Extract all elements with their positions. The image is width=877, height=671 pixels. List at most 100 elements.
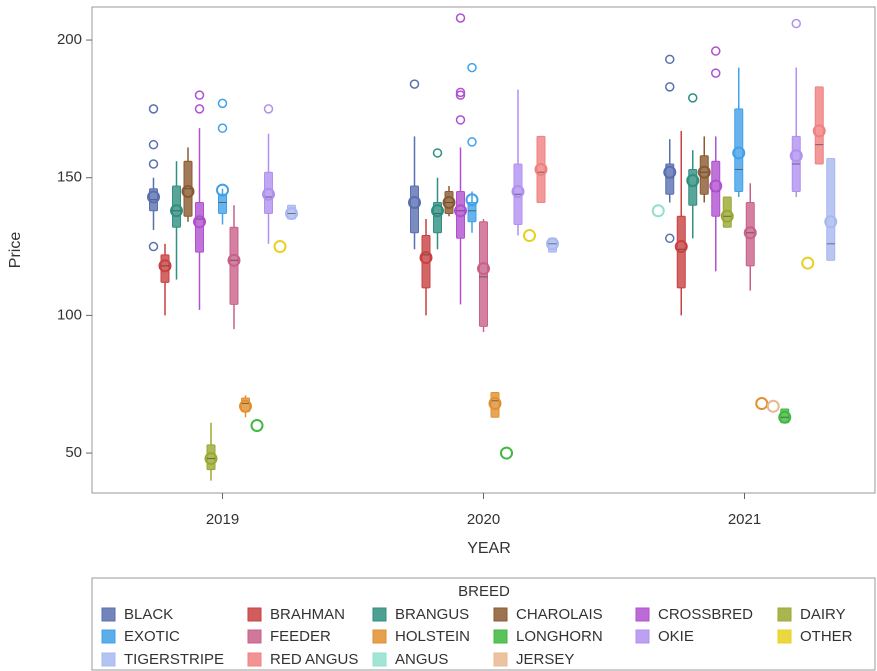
outlier: [194, 104, 205, 114]
box: [699, 155, 709, 195]
outlier: [467, 137, 477, 147]
legend-label: FEEDER: [270, 628, 331, 645]
legend-swatch: [777, 607, 792, 622]
outlier: [791, 18, 801, 29]
box: [688, 168, 698, 206]
mean: [239, 399, 252, 413]
box: [745, 202, 755, 267]
y-axis-label: Price: [7, 232, 24, 269]
legend-title: BREED: [458, 583, 510, 600]
mean: [500, 446, 513, 460]
mean: [801, 256, 815, 270]
mean: [663, 165, 677, 179]
outlier: [665, 233, 675, 244]
legend-label: OKIE: [658, 628, 694, 645]
legend-label: CROSSBRED: [658, 606, 753, 623]
legend-swatch: [372, 629, 387, 644]
mean: [546, 237, 559, 251]
outlier: [217, 98, 228, 109]
legend-swatch: [247, 607, 262, 622]
mean: [262, 187, 275, 201]
outlier: [194, 90, 205, 100]
legend-swatch: [635, 629, 650, 644]
legend-frame: [91, 577, 876, 671]
outlier: [665, 82, 675, 92]
mean: [285, 207, 298, 221]
mean: [709, 179, 723, 193]
legend-label: BLACK: [124, 606, 173, 623]
mean: [686, 173, 700, 187]
legend-swatch: [777, 629, 792, 644]
mean: [755, 397, 769, 411]
mean: [158, 259, 172, 273]
mean: [419, 251, 433, 265]
legend-swatch: [101, 652, 116, 667]
mean: [651, 204, 665, 218]
mean: [408, 196, 421, 210]
legend-label: CHAROLAIS: [516, 606, 603, 623]
box: [536, 135, 546, 204]
mean: [488, 397, 502, 411]
legend-label: TIGERSTRIPE: [124, 651, 224, 668]
box: [218, 193, 227, 215]
mean: [250, 419, 264, 433]
mean: [465, 193, 479, 207]
outlier: [148, 139, 159, 150]
legend-swatch: [493, 629, 508, 644]
legend-swatch: [101, 629, 116, 644]
mean: [193, 215, 206, 229]
legend-swatch: [247, 629, 262, 644]
legend-swatch: [372, 607, 387, 622]
y-tick-label: 50: [65, 444, 82, 461]
outlier: [455, 90, 466, 100]
box: [206, 444, 216, 471]
outlier: [148, 241, 159, 252]
legend-swatch: [372, 652, 387, 667]
mean: [789, 149, 803, 163]
outlier: [665, 54, 675, 65]
outlier: [148, 159, 159, 169]
legend-swatch: [493, 652, 508, 667]
mean: [523, 229, 536, 243]
legend-label: JERSEY: [516, 651, 574, 668]
box: [467, 202, 477, 223]
mean: [534, 162, 548, 176]
outlier: [688, 93, 698, 103]
legend-swatch: [101, 607, 116, 622]
legend-swatch: [635, 607, 650, 622]
y-tick-label: 150: [57, 169, 82, 186]
mean: [732, 146, 746, 160]
mean: [181, 184, 195, 198]
x-tick-label: 2021: [728, 511, 761, 528]
box: [264, 171, 273, 215]
outlier: [711, 46, 721, 56]
box: [734, 108, 744, 192]
x-axis-label: YEAR: [467, 540, 511, 557]
box: [433, 202, 442, 234]
box: [665, 163, 675, 195]
mean: [697, 165, 711, 179]
mean: [511, 184, 525, 198]
y-tick-label: 200: [57, 31, 82, 48]
outlier: [455, 115, 466, 125]
box: [490, 391, 500, 418]
mean: [442, 196, 456, 210]
mean: [204, 452, 218, 466]
legend-label: EXOTIC: [124, 628, 180, 645]
mean: [454, 204, 467, 218]
legend-swatch: [493, 607, 508, 622]
x-tick-label: 2020: [467, 511, 500, 528]
mean: [743, 226, 757, 240]
mean: [824, 215, 838, 229]
x-tick-label: 2019: [206, 511, 239, 528]
box: [160, 254, 170, 283]
mean: [170, 204, 183, 218]
mean: [766, 399, 780, 413]
box: [826, 157, 836, 261]
legend-label: ANGUS: [395, 651, 448, 668]
legend-label: HOLSTEIN: [395, 628, 470, 645]
legend-label: OTHER: [800, 628, 853, 645]
mean: [216, 183, 229, 197]
box: [711, 160, 721, 217]
